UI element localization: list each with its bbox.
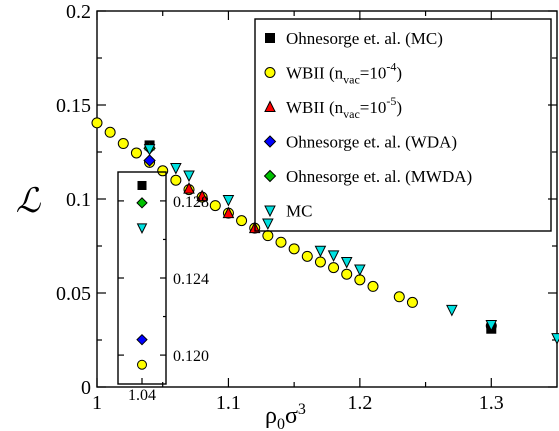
inset-y-tick-label: 0.124 [173, 271, 209, 288]
data-point [170, 162, 182, 175]
data-point [236, 215, 248, 227]
y-tick-label: 0.15 [56, 95, 91, 117]
legend-label-mid: =10 [360, 64, 387, 83]
inset-plot: 0.120 0.124 0.128 1.04 [117, 171, 209, 404]
inset-point [136, 197, 148, 209]
x-axis-label-sigma: σ [285, 403, 298, 429]
legend: Ohnesorge et. al. (MC)WBII (nvac=10-4)WB… [254, 18, 552, 232]
data-point [143, 144, 156, 156]
data-point [117, 138, 129, 150]
data-point [354, 264, 366, 277]
legend-marker [264, 67, 276, 78]
x-axis-label-sigma-sup: 3 [298, 401, 306, 418]
data-point [157, 165, 169, 177]
data-point [288, 243, 300, 255]
data-point [222, 194, 235, 207]
data-point [406, 296, 418, 308]
inset-point [136, 333, 148, 346]
x-tick-label: 1 [92, 392, 102, 414]
data-point [275, 236, 287, 248]
legend-label-end: ) [396, 64, 402, 83]
data-point [314, 245, 327, 258]
legend-marker [263, 169, 277, 183]
data-point [551, 333, 559, 345]
data-point [341, 268, 353, 280]
data-point [393, 291, 405, 303]
data-point [183, 170, 195, 183]
legend-marker [264, 100, 276, 112]
data-point [446, 304, 458, 317]
data-point [485, 319, 498, 332]
y-tick-label: 0.1 [66, 189, 91, 211]
data-point [301, 250, 313, 262]
data-point [170, 174, 182, 186]
legend-label-sup: -4 [386, 60, 396, 74]
legend-label: Ohnesorge et. al. (MC) [286, 29, 443, 48]
x-axis-label-rho: ρ [265, 403, 277, 429]
legend-marker [265, 33, 275, 43]
data-point [328, 262, 340, 274]
data-point [367, 280, 379, 292]
legend-label: MC [286, 202, 312, 221]
legend-label: Ohnesorge et. al. (MWDA) [286, 167, 472, 186]
x-axis-label-rho-sub: 0 [277, 416, 285, 431]
data-point [130, 147, 142, 159]
legend-label-main: WBII (n [286, 64, 344, 83]
x-tick-label: 1.2 [347, 392, 372, 414]
legend-box [254, 18, 552, 232]
data-point [209, 200, 221, 212]
data-point [183, 182, 195, 194]
x-tick-label: 1.3 [479, 392, 504, 414]
legend-label: WBII (nvac=10-5) [286, 94, 402, 121]
legend-label-sup: -5 [386, 94, 396, 108]
data-points [91, 117, 559, 345]
data-point [143, 154, 156, 167]
y-tick-label: 0.2 [66, 1, 91, 23]
legend-marker [264, 205, 276, 218]
y-tick-label: 0.05 [56, 283, 91, 305]
legend-label-main: WBII (n [286, 98, 344, 117]
data-point [327, 250, 340, 263]
inset-ticks: 0.120 0.124 0.128 1.04 [118, 194, 209, 404]
legend-label-sub: vac [343, 107, 360, 121]
inset-x-tick-label: 1.04 [128, 387, 156, 404]
legend-label: WBII (nvac=10-4) [286, 60, 402, 87]
y-axis-label: ℒ [16, 183, 42, 220]
inset-point [136, 223, 148, 235]
legend-items: Ohnesorge et. al. (MC)WBII (nvac=10-4)WB… [263, 29, 472, 221]
axis-ticks: 1 1.1 1.2 1.3 0 0.05 0.1 0.15 0.2 [56, 1, 557, 414]
data-point [314, 256, 326, 268]
x-tick-label: 1.1 [216, 392, 241, 414]
legend-label-mid: =10 [360, 98, 387, 117]
data-point [262, 230, 274, 242]
inset-y-tick-label: 0.120 [173, 348, 209, 365]
inset-y-tick-label: 0.128 [173, 194, 209, 211]
data-point [222, 206, 235, 219]
data-point [104, 126, 116, 138]
data-point [196, 189, 208, 202]
main-plot: 1 1.1 1.2 1.3 0 0.05 0.1 0.15 0.2 [56, 1, 559, 414]
legend-label: Ohnesorge et. al. (WDA) [286, 133, 457, 152]
inset-point [137, 180, 147, 190]
data-point [340, 256, 353, 269]
legend-label-sub: vac [343, 73, 360, 87]
legend-label-end: ) [396, 98, 402, 117]
y-tick-label: 0 [81, 377, 91, 399]
data-point [262, 218, 274, 231]
legend-marker [263, 135, 277, 148]
data-point [354, 274, 366, 286]
x-axis-label: ρ0σ3 [265, 401, 306, 431]
data-point [91, 117, 103, 129]
inset-points [136, 180, 148, 370]
inset-point [137, 359, 147, 370]
